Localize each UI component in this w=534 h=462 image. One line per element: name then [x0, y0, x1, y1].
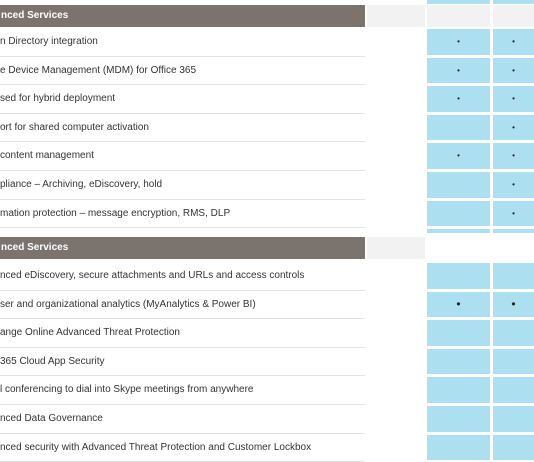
- feature-label: ange Online Advanced Threat Protection: [0, 327, 180, 339]
- header-cell: [427, 5, 490, 27]
- plan-cell: [493, 172, 534, 198]
- section-header: nced Services: [0, 5, 365, 27]
- plan-cell: [427, 114, 490, 141]
- row-separator: [0, 227, 365, 229]
- feature-label: ort for shared computer activation: [0, 121, 149, 133]
- row-separator: [0, 141, 365, 143]
- plan-cell: [427, 348, 490, 375]
- plan-cell: [427, 320, 490, 346]
- row-separator: [0, 375, 365, 377]
- check-dot: •: [512, 65, 515, 75]
- plan-cell: [427, 200, 490, 227]
- feature-label: nced Data Governance: [0, 413, 103, 424]
- plan-cell: [493, 406, 534, 432]
- check-dot: •: [512, 94, 515, 104]
- plan-cell: [427, 263, 490, 289]
- check-dot: •: [512, 180, 515, 189]
- row-separator: [0, 404, 365, 405]
- check-dot: •: [457, 151, 460, 161]
- feature-label: e Device Management (MDM) for Office 365: [0, 64, 197, 76]
- check-dot: •: [512, 151, 515, 161]
- plan-cell: [493, 114, 534, 141]
- plan-cell: [427, 291, 490, 318]
- plan-cell: [427, 143, 490, 169]
- feature-label: content management: [0, 150, 94, 162]
- row-separator: [0, 55, 365, 57]
- plan-cell: [493, 29, 534, 55]
- cell-strip: [493, 0, 534, 4]
- row-separator: [0, 432, 365, 434]
- plan-cell: [427, 29, 490, 55]
- feature-label: l conferencing to dial into Skype meetin…: [0, 384, 254, 396]
- header-cell: [367, 5, 425, 27]
- row-separator: [0, 84, 365, 86]
- check-dot: •: [512, 208, 515, 218]
- plan-cell: [493, 263, 534, 289]
- check-dot: •: [456, 296, 461, 311]
- feature-label: ser and organizational analytics (MyAnal…: [0, 298, 256, 310]
- plan-cell: [493, 434, 534, 461]
- check-dot: •: [457, 65, 460, 75]
- plan-cell: [493, 320, 534, 346]
- plan-cell: [493, 348, 534, 375]
- check-dot: •: [511, 296, 516, 311]
- plan-cell: [427, 57, 490, 84]
- row-separator: [0, 289, 365, 291]
- header-cell: [493, 5, 534, 27]
- check-dot: •: [512, 37, 515, 46]
- section-header: nced Services: [0, 237, 365, 259]
- feature-label: nced eDiscovery, secure attachments and …: [0, 270, 305, 281]
- feature-label: pliance – Archiving, eDiscovery, hold: [0, 179, 163, 190]
- row-separator: [0, 112, 365, 114]
- feature-label: n Directory integration: [0, 36, 98, 47]
- plan-cell: [427, 86, 490, 112]
- feature-label: nced security with Advanced Threat Prote…: [0, 441, 312, 453]
- check-dot: •: [457, 37, 460, 46]
- row-separator: [0, 170, 365, 171]
- check-dot: •: [457, 94, 460, 104]
- feature-label: sed for hybrid deployment: [0, 93, 116, 105]
- plan-cell: [427, 172, 490, 198]
- plan-cell: [493, 291, 534, 318]
- row-separator: [0, 318, 365, 320]
- feature-label: mation protection – message encryption, …: [0, 207, 231, 219]
- feature-label: 365 Cloud App Security: [0, 355, 105, 367]
- row-separator: [0, 346, 365, 348]
- plan-cell: [427, 434, 490, 461]
- plan-cell: [427, 377, 490, 403]
- plan-cell: [493, 57, 534, 84]
- plan-cell: [493, 143, 534, 169]
- header-cell: [367, 237, 425, 259]
- row-separator: [0, 198, 365, 200]
- plan-cell: [493, 377, 534, 403]
- plan-cell: [427, 406, 490, 432]
- check-dot: •: [512, 122, 515, 132]
- cell-strip: [427, 0, 490, 4]
- plan-cell: [493, 86, 534, 112]
- plan-cell: [493, 200, 534, 227]
- cell-strip: [427, 229, 490, 233]
- cell-strip: [493, 229, 534, 233]
